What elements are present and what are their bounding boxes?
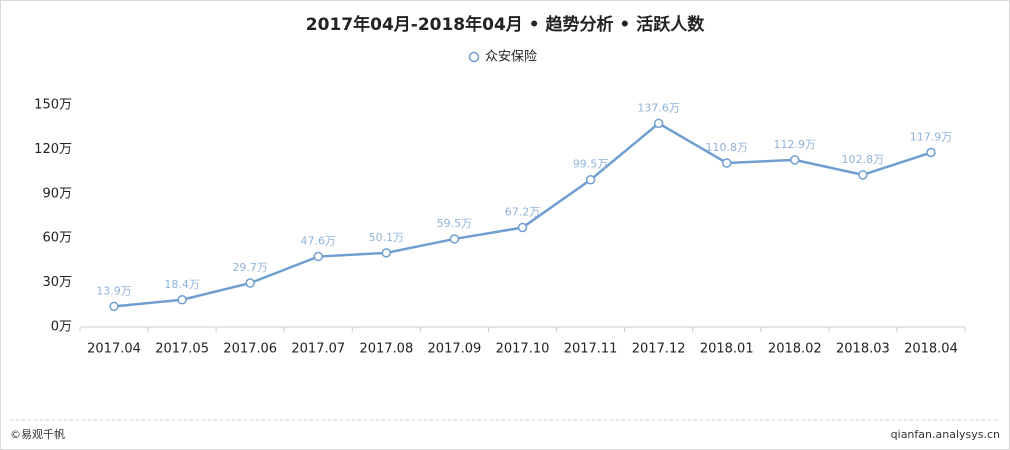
legend-marker: [468, 51, 480, 63]
point: [313, 251, 324, 262]
x-tick-label: 2018.01: [700, 342, 754, 357]
chart-title: 2017年04月-2018年04月 • 趋势分析 • 活跃人数: [306, 14, 705, 35]
data-label: 47.6万: [301, 235, 337, 248]
x-tick-label: 2017.08: [359, 342, 413, 357]
data-label: 137.6万: [637, 101, 680, 114]
x-tick-label: 2018.02: [768, 342, 822, 357]
data-label: 13.9万: [96, 284, 132, 297]
legend-label[interactable]: 众安保险: [485, 50, 537, 65]
data-label: 50.1万: [369, 231, 405, 244]
point: [109, 301, 119, 312]
y-tick-label: 30万: [42, 275, 72, 290]
x-tick-label: 2017.10: [496, 342, 550, 357]
point: [449, 234, 460, 244]
point: [721, 158, 732, 168]
x-tick-label: 2017.07: [291, 342, 345, 357]
x-tick-label: 2017.11: [564, 342, 618, 357]
y-tick-label: 0万: [51, 320, 72, 335]
data-label: 59.5万: [437, 217, 473, 230]
data-label: 102.8万: [842, 153, 885, 166]
x-tick-label: 2017.06: [223, 342, 277, 357]
x-tick-label: 2017.09: [428, 342, 482, 357]
footer-left: ©易观千帆: [10, 427, 65, 441]
footer-right: qianfan.analysys.cn: [891, 428, 1000, 441]
data-label: 18.4万: [164, 278, 200, 291]
x-tick-label: 2018.04: [904, 342, 958, 357]
point: [653, 118, 664, 129]
point: [381, 248, 392, 258]
point: [790, 155, 800, 165]
data-label: 110.8万: [705, 141, 748, 154]
data-label: 99.5万: [573, 158, 609, 171]
y-tick-label: 60万: [42, 231, 72, 246]
x-tick-label: 2017.05: [155, 342, 209, 357]
data-label: 112.9万: [774, 138, 817, 151]
data-label: 29.7万: [232, 261, 268, 274]
point: [858, 170, 868, 180]
x-tick-label: 2018.03: [836, 342, 890, 357]
x-tick-label: 2017.12: [632, 342, 686, 357]
y-tick-label: 120万: [34, 142, 72, 157]
point: [177, 295, 187, 305]
data-label: 67.2万: [505, 206, 541, 219]
x-tick-label: 2017.04: [87, 342, 141, 357]
y-tick-label: 150万: [34, 98, 72, 113]
point: [517, 222, 528, 233]
point: [245, 278, 255, 288]
y-tick-label: 90万: [42, 186, 72, 201]
data-label: 117.9万: [910, 131, 953, 144]
point: [926, 147, 936, 158]
point: [585, 174, 596, 185]
